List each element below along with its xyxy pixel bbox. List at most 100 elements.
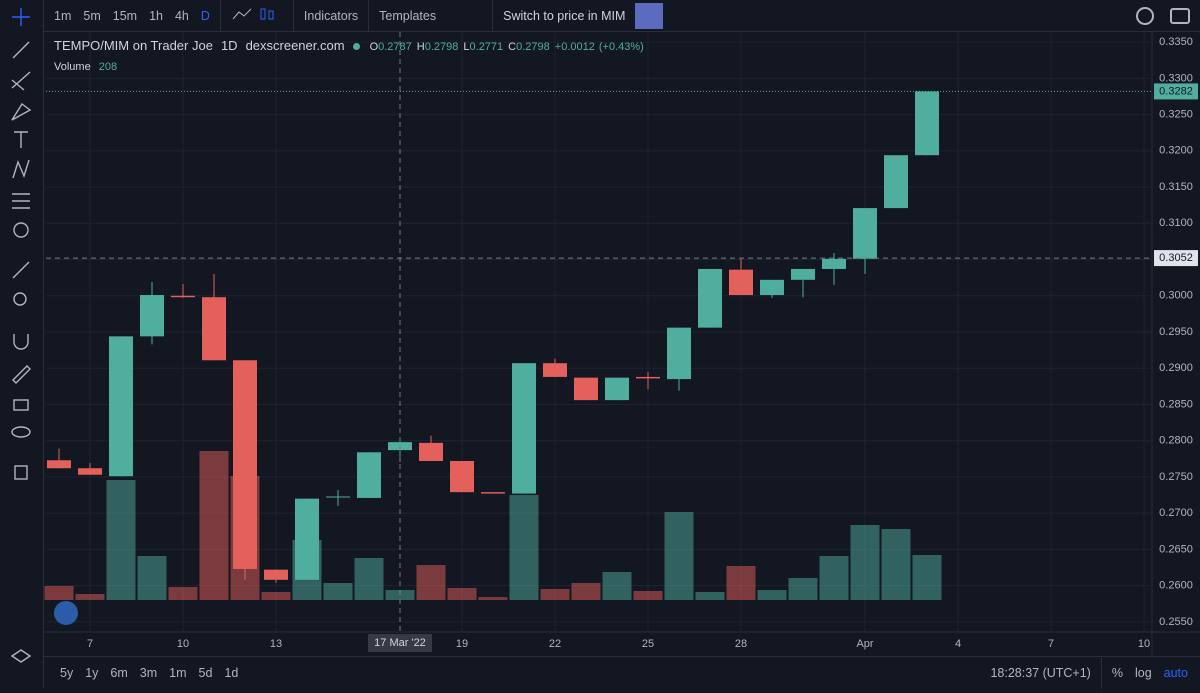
candle-body [326,496,350,498]
ruler-tool[interactable] [12,261,30,279]
crosshair-price-label: 0.3052 [1159,252,1193,264]
candle-body [915,91,939,156]
interval-button[interactable]: 1h [149,8,163,23]
auto-button[interactable]: auto [1163,666,1188,680]
y-tick-label: 0.3300 [1159,72,1193,84]
interval-button[interactable]: D [200,8,210,23]
candle-body [481,492,505,494]
volume-bar [540,588,570,600]
pattern-tool[interactable] [12,159,30,179]
x-tick-label: 25 [642,638,654,650]
ohlc-key: H [416,41,425,53]
y-tick-label: 0.2700 [1159,507,1193,519]
status-dot [352,43,360,50]
ohlc-value: 0.2787 [378,41,412,53]
y-tick-label: 0.2950 [1159,326,1193,338]
candle-body [512,363,536,494]
candle-body [357,452,381,498]
candle-body [78,468,102,475]
switch-price-button[interactable]: Switch to price in MIM [503,8,626,23]
icon-tool[interactable] [13,222,29,238]
ohlc-value: 0.2798 [516,41,550,53]
ohlc-value: 0.2771 [469,41,504,53]
candle-body [822,258,846,269]
crosshair-tool[interactable] [12,8,30,26]
screenshot-button[interactable] [1170,7,1190,24]
ohlc-key: L [463,41,470,53]
x-tick-label: 13 [270,638,282,650]
hide-tool[interactable] [11,426,31,438]
trend-line-tool[interactable] [12,41,30,59]
volume-bar [354,557,384,600]
drawing-toolbar [0,0,44,688]
brush-tool[interactable] [11,102,32,121]
volume-bar [199,451,229,600]
legend: TEMPO/MIM on Trader Joe 1D dexscreener.com… [54,38,660,73]
x-tick-label: 4 [955,638,961,650]
interval-button[interactable]: 15m [112,8,138,23]
candle-body [636,376,660,379]
last-price-tag [1154,83,1198,100]
candle-body [202,297,226,361]
volume-bar [416,564,446,600]
range-button[interactable]: 1d [224,666,239,680]
volume-bar [168,587,198,600]
candle-body [667,327,691,380]
magnet-tool[interactable] [13,334,29,350]
chart-style-icon [232,8,274,20]
range-button[interactable]: 6m [110,666,128,680]
bottom-toolbar: 5y 1y 6m 3m 1m 5d 1d 18:28:37 (UTC+1) % log au… [44,656,1200,689]
range-group: 5y 1y 6m 3m 1m 5d 1d [44,666,244,680]
separator [1100,657,1102,689]
range-button[interactable]: 5d [198,666,213,680]
volume-legend: Volume 208 [54,61,660,73]
interval-button[interactable]: 1m [54,8,72,23]
chart-style[interactable] [225,6,289,25]
clock: 18:28:37 (UTC+1) [990,666,1091,680]
settings-button[interactable] [1136,6,1154,25]
prediction-tool[interactable] [12,193,30,209]
x-tick-label: 10 [1138,638,1150,650]
ohlc-key: C [508,41,517,53]
volume-bar [447,587,477,600]
volume-bar [633,591,663,600]
indicators-button[interactable]: Indicators [303,8,359,23]
lock-tool[interactable] [13,399,29,411]
watermark-logo [54,601,78,625]
lock-drawing-tool[interactable] [12,365,31,384]
range-button[interactable]: 1y [85,666,99,680]
candle-body [791,268,815,280]
volume-bar [509,494,539,600]
candle-body [295,498,319,580]
range-button[interactable]: 1m [169,666,187,680]
volume-value: 208 [98,61,118,73]
x-tick-label: 7 [87,638,93,650]
crosshair-price-tag [1154,250,1198,267]
volume-bar [137,556,167,600]
interval-button[interactable]: 5m [83,8,101,23]
separator [292,0,294,31]
percent-button[interactable]: % [1111,666,1123,680]
volume-bar [788,577,818,600]
symbol-title: TEMPO/MIM on Trader Joe [54,38,213,53]
candle-body [760,279,784,296]
trash-tool[interactable] [14,465,28,480]
volume-bar [695,592,725,600]
layers-tool[interactable] [10,649,32,663]
templates-button[interactable]: Templates [379,8,437,23]
volume-bar [850,524,880,600]
candle-body [140,295,164,337]
fib-tool[interactable] [11,71,31,91]
range-button[interactable]: 3m [139,666,158,680]
fullscreen-button[interactable] [635,2,664,29]
candle-body [109,336,133,477]
text-tool[interactable] [14,131,28,148]
x-tick-label: 22 [549,638,561,650]
candle-body [729,269,753,296]
interval-button[interactable]: 4h [174,8,189,23]
volume-bar [323,582,353,600]
log-button[interactable]: log [1134,666,1152,680]
range-button[interactable]: 5y [60,666,74,680]
y-tick-label: 0.2650 [1159,543,1193,555]
zoom-tool[interactable] [13,292,27,306]
